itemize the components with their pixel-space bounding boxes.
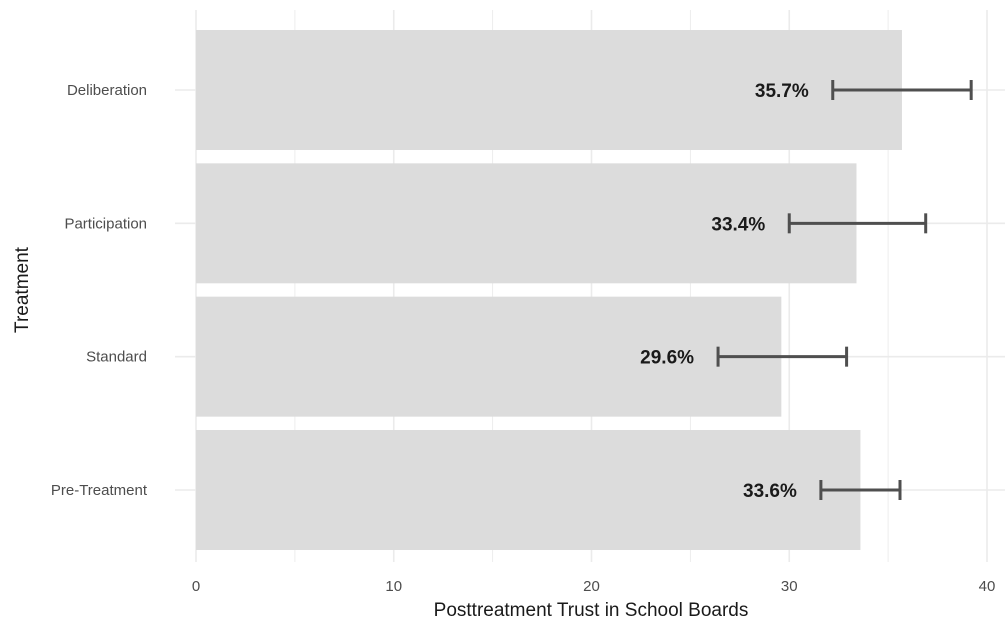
x-tick-label: 0 [192, 578, 200, 595]
data-label: 33.4% [711, 214, 765, 235]
y-axis-ticks: Deliberation Participation Standard Pre-Tre… [51, 82, 148, 499]
bars [196, 30, 902, 550]
bar [196, 429, 861, 550]
bar [196, 30, 902, 150]
data-labels: 35.7% 33.4% 29.6% 33.6% [640, 81, 809, 502]
data-label: 29.6% [640, 348, 694, 369]
bar [196, 163, 857, 284]
y-axis-title: Treatment [12, 246, 33, 333]
x-axis-ticks: 0 10 20 30 40 [192, 578, 996, 595]
data-label: 33.6% [743, 481, 797, 502]
x-tick-label: 40 [979, 578, 996, 595]
y-tick-label: Deliberation [67, 82, 147, 99]
data-label: 35.7% [755, 81, 809, 102]
x-tick-label: 30 [781, 578, 798, 595]
y-tick-label: Participation [64, 215, 147, 232]
y-tick-label: Standard [86, 349, 147, 366]
error-bars [716, 80, 973, 500]
bar [196, 296, 782, 417]
x-tick-label: 20 [583, 578, 600, 595]
x-tick-label: 10 [385, 578, 402, 595]
x-axis-title: Posttreatment Trust in School Boards [434, 600, 749, 621]
y-tick-label: Pre-Treatment [51, 482, 148, 499]
